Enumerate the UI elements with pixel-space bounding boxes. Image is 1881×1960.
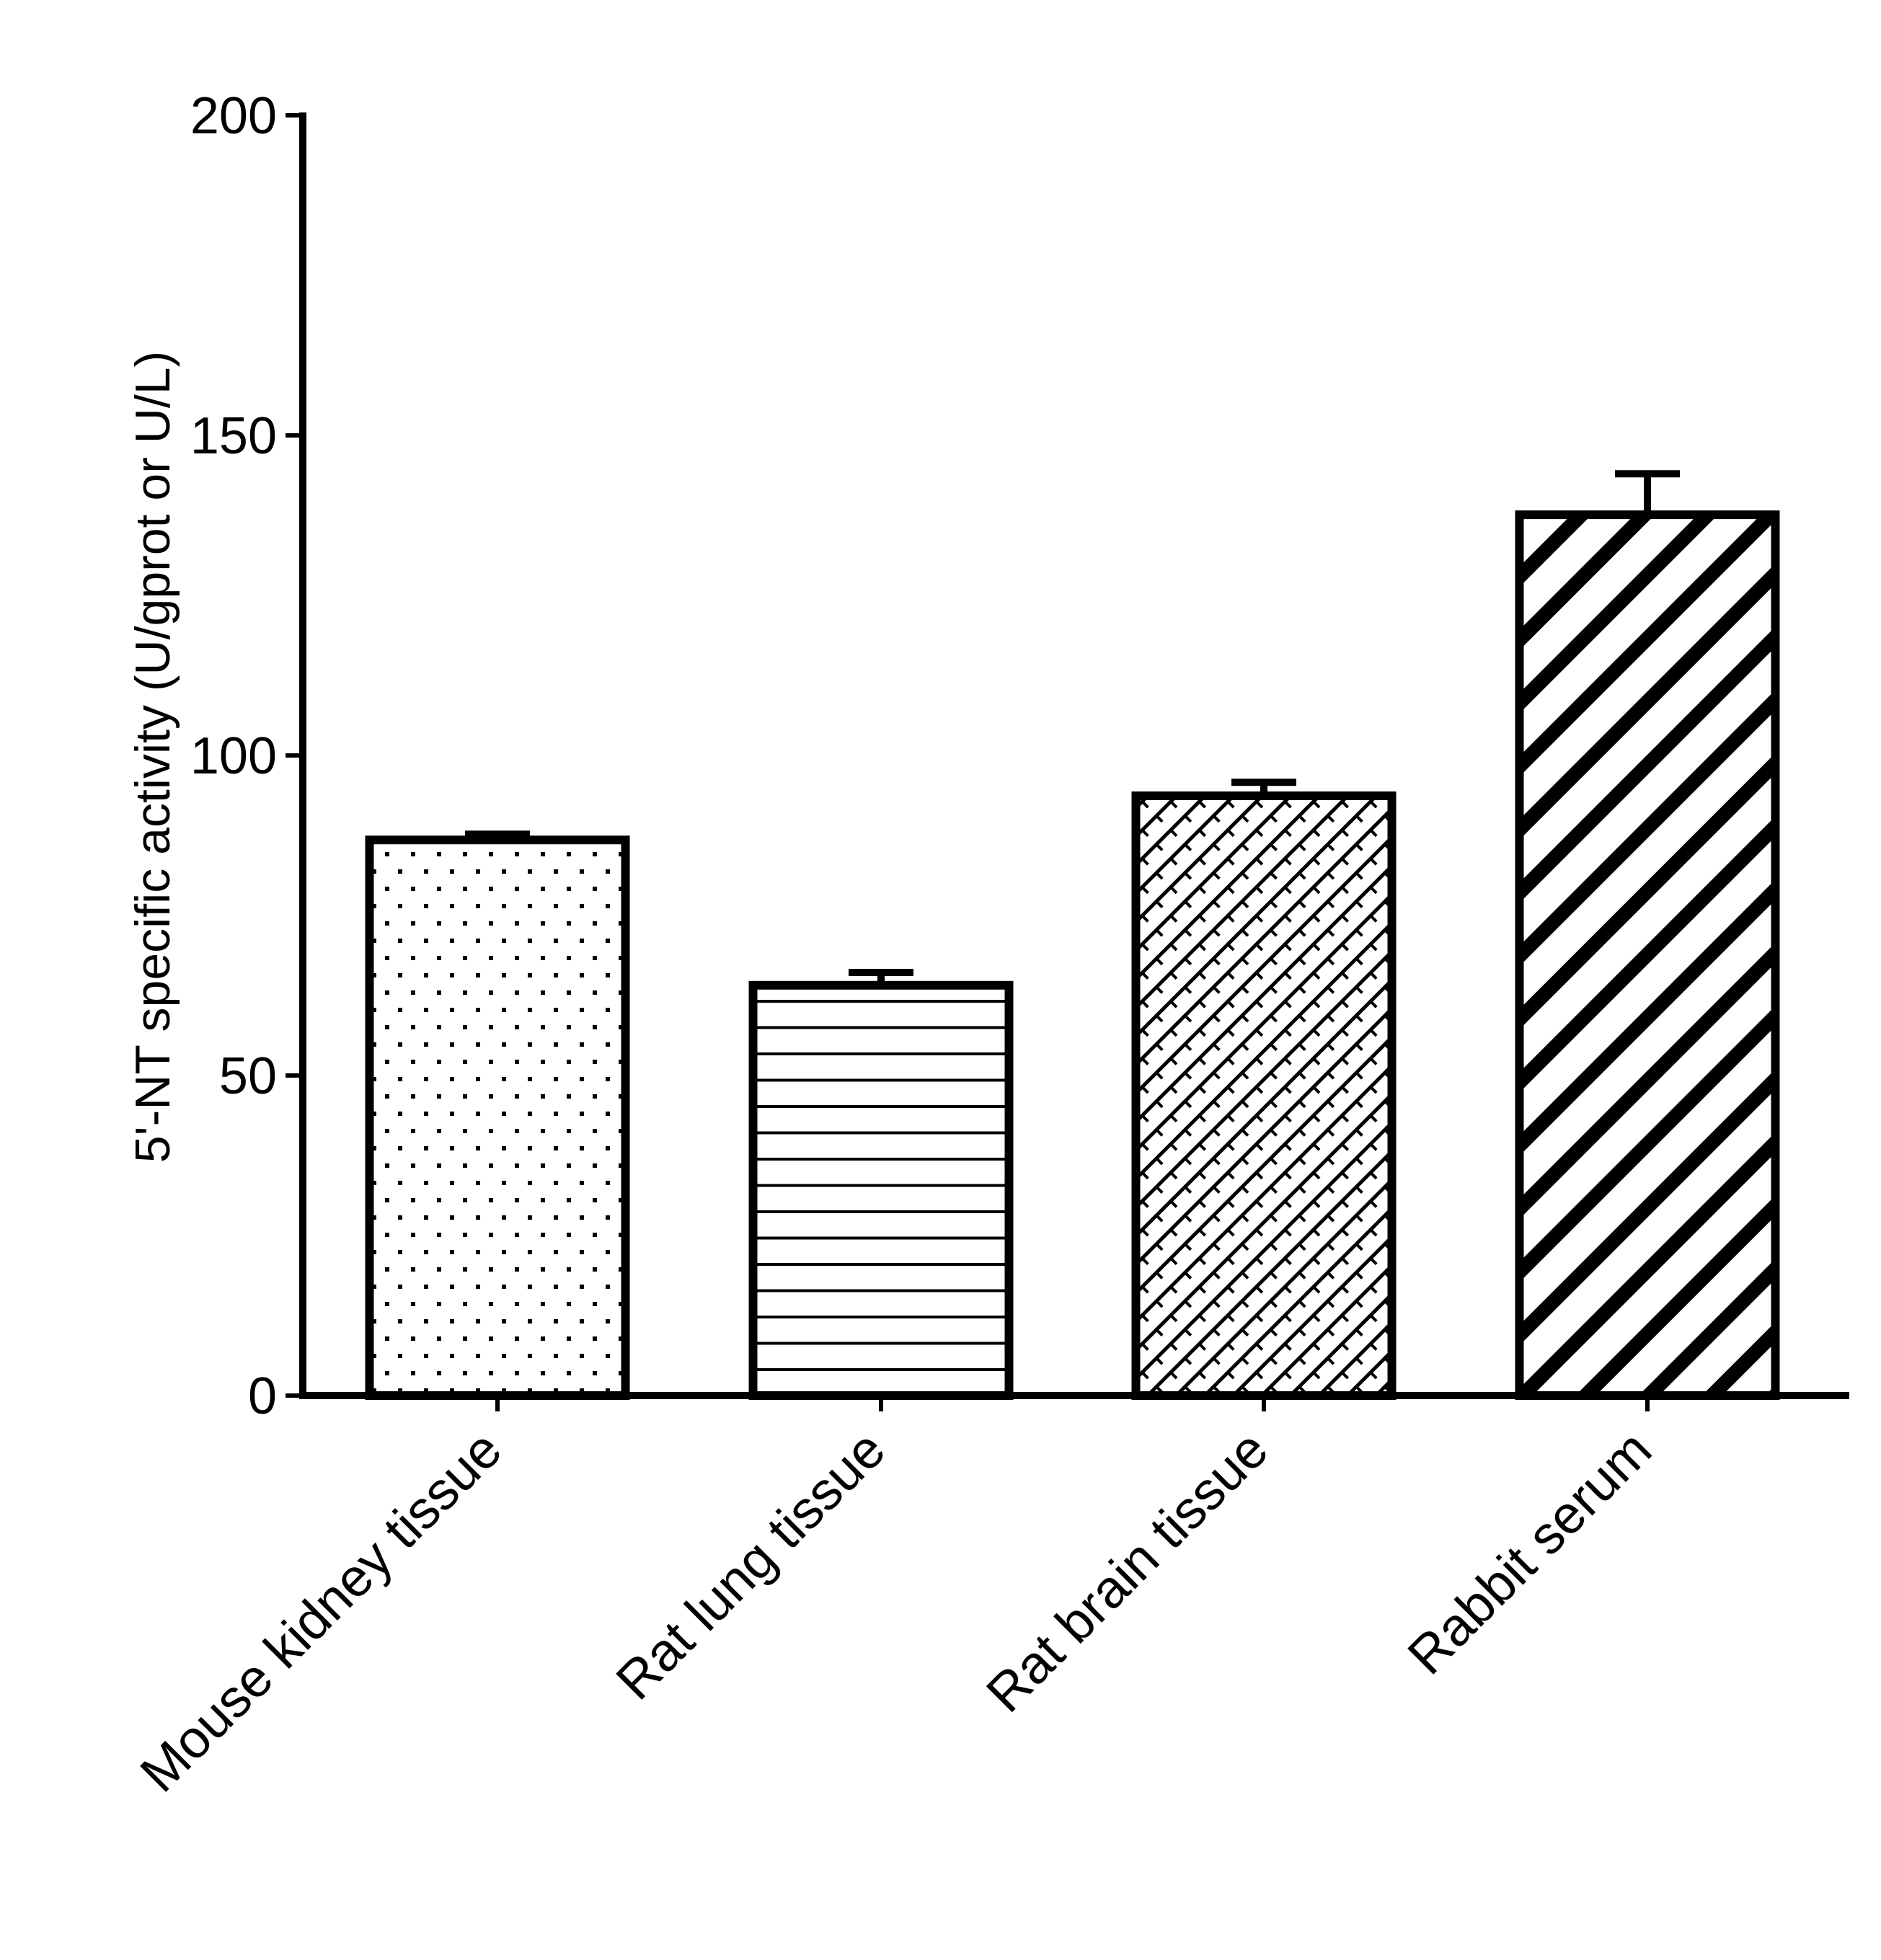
y-tick-label: 50 <box>219 1047 277 1105</box>
bar <box>365 835 630 1400</box>
x-tick-label: Rat brain tissue <box>975 1419 1279 1724</box>
x-tick-label: Mouse kidney tissue <box>129 1419 513 1804</box>
y-tick-label: 0 <box>248 1367 277 1425</box>
y-tick-label: 100 <box>190 727 277 785</box>
bar <box>1515 510 1780 1400</box>
y-tick-label: 150 <box>190 407 277 465</box>
bar <box>1131 791 1397 1400</box>
bar <box>748 980 1014 1400</box>
x-tick-label: Rat lung tissue <box>604 1419 896 1711</box>
x-tick-label: Rabbit serum <box>1396 1419 1663 1686</box>
y-axis-label: 5'-NT specific activity (U/gprot or U/L) <box>125 351 180 1163</box>
y-tick-label: 200 <box>190 87 277 145</box>
